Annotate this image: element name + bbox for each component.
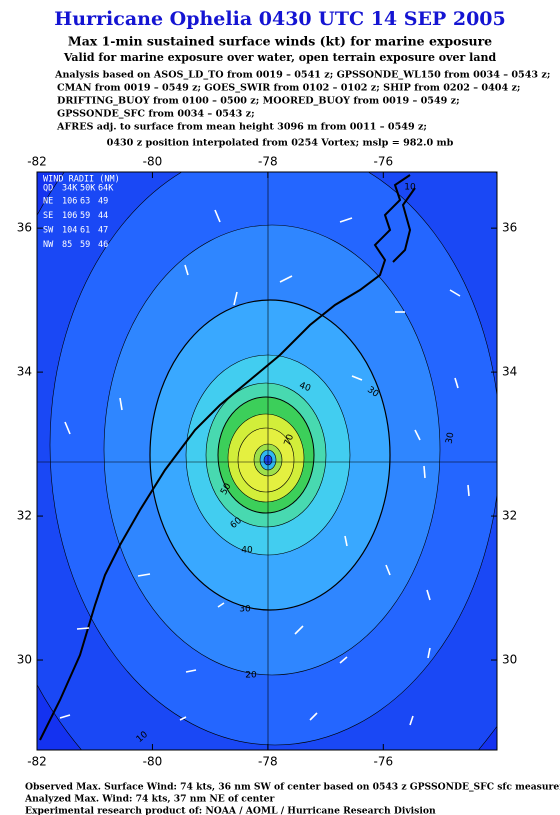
radii-header: 50K: [80, 184, 96, 194]
analysis-line: AFRES adj. to surface from mean height 3…: [56, 122, 427, 133]
footer-line: Experimental research product of: NOAA /…: [25, 806, 436, 815]
radii-cell: NW: [43, 240, 54, 250]
contour-label: 30: [445, 431, 457, 444]
lat-label: 32: [17, 509, 32, 523]
radii-cell: 59: [80, 211, 90, 221]
title: Hurricane Ophelia 0430 UTC 14 SEP 2005: [54, 8, 505, 30]
lon-label: -78: [258, 755, 278, 769]
analysis-line: Analysis based on ASOS_LD_TO from 0019 –…: [54, 70, 550, 81]
position-line: 0430 z position interpolated from 0254 V…: [107, 138, 454, 149]
radii-header: 64K: [98, 184, 114, 194]
analysis-line: GPSSONDE_SFC from 0034 – 0543 z;: [57, 109, 255, 120]
lon-label: -76: [373, 755, 393, 769]
footer-line: Observed Max. Surface Wind: 74 kts, 36 n…: [25, 782, 560, 793]
coastline: [39, 174, 416, 741]
radii-header: QD: [43, 184, 53, 194]
radii-cell: 59: [80, 240, 90, 250]
wind-field: [37, 172, 497, 750]
contour-label: 70: [283, 433, 296, 447]
lon-label: -82: [27, 755, 47, 769]
radii-cell: 44: [98, 211, 108, 221]
radii-cell: 85: [62, 240, 72, 250]
contour-label: 20: [245, 671, 257, 681]
radii-cell: 106: [62, 211, 77, 221]
radii-cell: 49: [98, 197, 108, 207]
radii-cell: SE: [43, 211, 53, 221]
radii-cell: 46: [98, 240, 108, 250]
footer-line: Analyzed Max. Wind: 74 kts, 37 nm NE of …: [24, 794, 274, 805]
map-frame: [36, 171, 498, 751]
analysis-line: CMAN from 0019 – 0549 z; GOES_SWIR from …: [57, 83, 520, 94]
lat-label: 36: [502, 221, 517, 235]
radii-cell: 104: [62, 226, 77, 236]
lat-label: 34: [502, 365, 517, 379]
lon-label: -76: [373, 155, 393, 169]
radii-cell: 47: [98, 226, 108, 236]
lon-label: -78: [258, 155, 278, 169]
radii-cell: 61: [80, 226, 90, 236]
radii-cell: 106: [62, 197, 77, 207]
subtitle: Max 1-min sustained surface winds (kt) f…: [68, 34, 492, 49]
radii-cell: SW: [43, 226, 54, 236]
contour-label: 40: [298, 381, 312, 394]
lat-label: 32: [502, 509, 517, 523]
lon-label: -80: [143, 755, 163, 769]
radii-cell: 63: [80, 197, 90, 207]
subtitle: Valid for marine exposure over water, op…: [63, 51, 497, 64]
contour-label: 40: [241, 546, 253, 556]
analysis-line: DRIFTING_BUOY from 0100 – 0500 z; MOORED…: [57, 96, 460, 107]
contour-label: 30: [239, 605, 251, 615]
radii-title: WIND RADII (NM): [43, 175, 120, 185]
wind-barbs: [59, 209, 470, 726]
lat-label: 30: [17, 653, 32, 667]
radii-header: 34K: [62, 184, 78, 194]
lat-label: 34: [17, 365, 32, 379]
contour-label: 10: [404, 183, 416, 193]
lat-label: 36: [17, 221, 32, 235]
radii-cell: NE: [43, 197, 53, 207]
lon-label: -82: [27, 155, 47, 169]
wind-radii: WIND RADII (NM)QD 34K 50K 64K NE 106 63 49 SE 106…: [43, 175, 120, 251]
lat-label: 30: [502, 653, 517, 667]
lon-label: -80: [143, 155, 163, 169]
